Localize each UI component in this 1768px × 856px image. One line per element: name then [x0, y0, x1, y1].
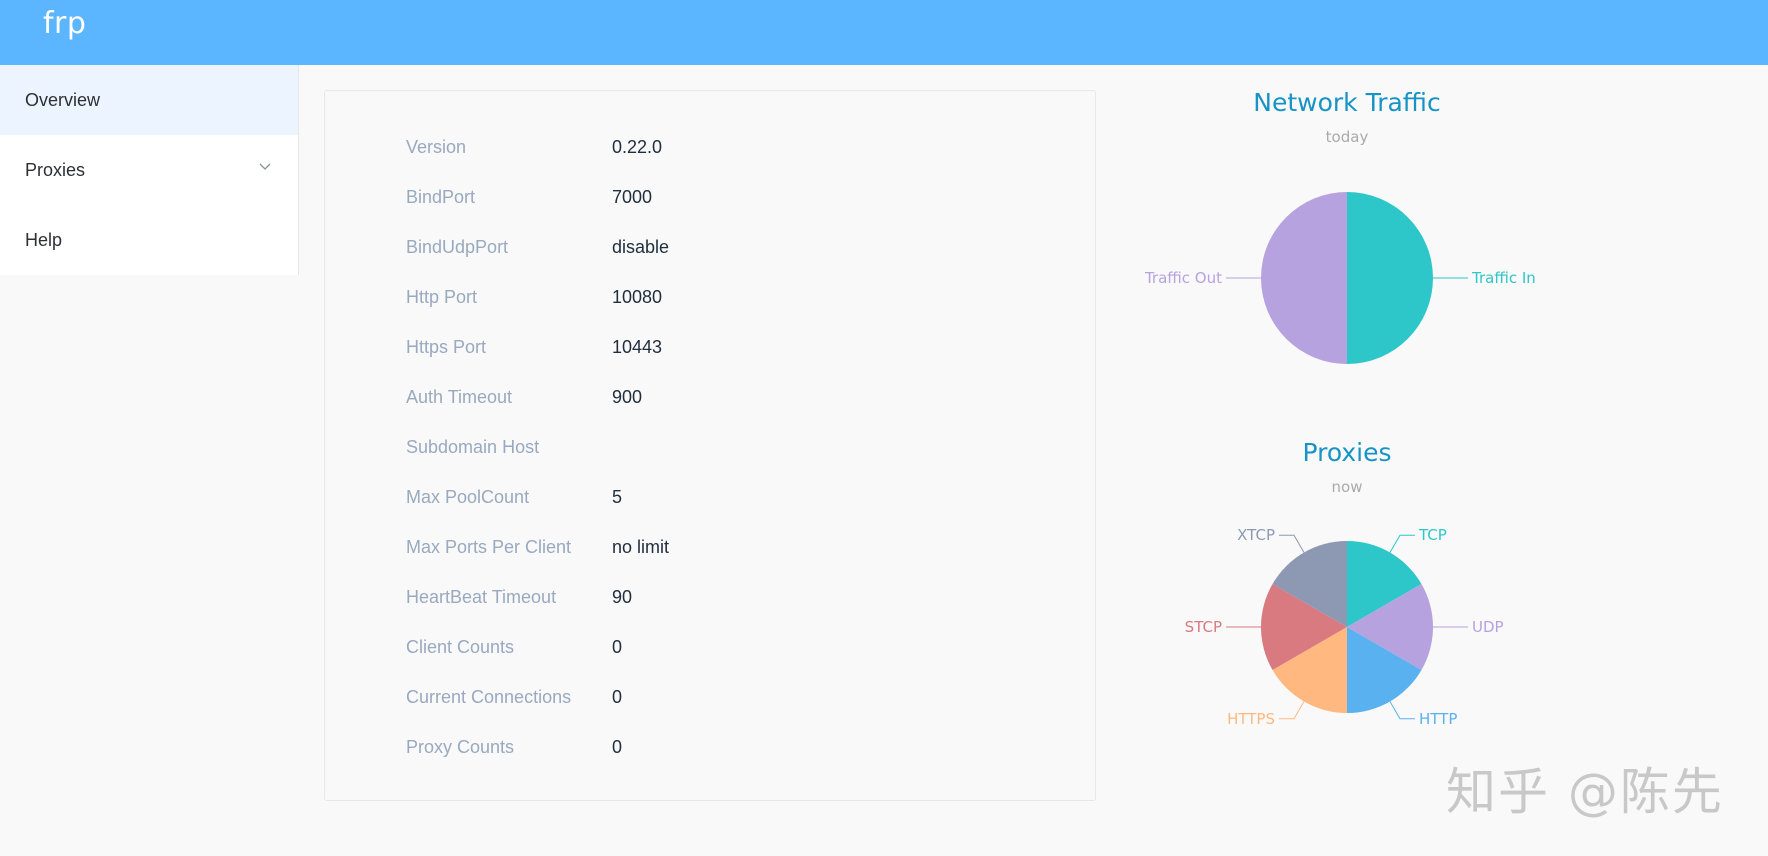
info-key: Max Ports Per Client	[406, 536, 572, 557]
info-row-bindport: BindPort 7000	[406, 172, 1006, 222]
info-row-proxy-counts: Proxy Counts 0	[406, 722, 1006, 772]
sidebar-item-proxies[interactable]: Proxies	[0, 135, 298, 205]
info-key: Https Port	[406, 336, 487, 357]
top-header-bar: frp	[0, 0, 1768, 65]
pie-label: HTTPS	[1227, 710, 1275, 728]
pie-label: XTCP	[1237, 526, 1275, 544]
info-key: BindUdpPort	[406, 236, 509, 257]
chevron-down-icon	[259, 163, 271, 170]
info-value: 5	[612, 486, 623, 507]
pie-slice-xtcp[interactable]	[1272, 541, 1347, 627]
pie-label-line	[1279, 701, 1305, 720]
brand-logo[interactable]: frp	[43, 6, 87, 41]
proxies-chart-subtitle: now	[1331, 478, 1363, 496]
traffic-chart-subtitle: today	[1325, 128, 1369, 146]
pie-label: TCP	[1418, 526, 1447, 544]
pie-slice-stcp[interactable]	[1261, 584, 1347, 670]
pie-slice-tcp[interactable]	[1347, 541, 1422, 627]
pie-slice-udp[interactable]	[1347, 584, 1433, 670]
pie-label: UDP	[1472, 618, 1504, 636]
info-row-auth-timeout: Auth Timeout 900	[406, 372, 1006, 422]
info-key: Client Counts	[406, 636, 515, 657]
traffic-chart-title: Network Traffic	[1253, 88, 1441, 117]
info-value: 90	[612, 586, 633, 607]
pie-label: Traffic Out	[1144, 269, 1222, 287]
pie-slice-https[interactable]	[1272, 627, 1347, 713]
info-value: 0.22.0	[612, 136, 663, 157]
sidebar-menu: Overview Proxies Help	[0, 65, 299, 275]
sidebar-item-label: Help	[25, 229, 63, 250]
info-value: 900	[612, 386, 643, 407]
info-row-version: Version 0.22.0	[406, 122, 1006, 172]
proxies-chart-title: Proxies	[1302, 438, 1392, 467]
proxies-pie-chart: TCP UDP HTTP HTTPS STCP XTCP	[1185, 526, 1504, 728]
info-value: 0	[612, 736, 623, 757]
sidebar-item-help[interactable]: Help	[0, 205, 298, 275]
watermark-text: 知乎 @陈先	[1446, 763, 1724, 821]
info-key: BindPort	[406, 186, 476, 207]
info-row-max-ports-per-client: Max Ports Per Client no limit	[406, 522, 1006, 572]
info-row-max-poolcount: Max PoolCount 5	[406, 472, 1006, 522]
pie-label: HTTP	[1419, 710, 1457, 728]
sidebar-item-label: Overview	[25, 89, 101, 110]
info-key: Proxy Counts	[406, 736, 515, 757]
info-value: 7000	[612, 186, 653, 207]
sidebar-item-label: Proxies	[25, 159, 86, 180]
info-key: HeartBeat Timeout	[406, 586, 557, 607]
pie-label-line	[1279, 534, 1305, 553]
traffic-pie-chart: Traffic In Traffic Out	[1144, 192, 1536, 364]
info-key: Auth Timeout	[406, 386, 513, 407]
server-info-card: Version 0.22.0 BindPort 7000 BindUdpPort…	[324, 90, 1096, 801]
pie-slice-traffic-out[interactable]	[1261, 192, 1347, 364]
info-row-http-port: Http Port 10080	[406, 272, 1006, 322]
pie-slice-traffic-in[interactable]	[1347, 192, 1433, 364]
info-row-subdomain-host: Subdomain Host	[406, 422, 1006, 472]
info-value: 0	[612, 636, 623, 657]
info-key: Max PoolCount	[406, 486, 530, 507]
info-row-bindudpport: BindUdpPort disable	[406, 222, 1006, 272]
info-key: Version	[406, 136, 467, 157]
info-value: 10080	[612, 286, 663, 307]
info-value: disable	[612, 236, 670, 257]
info-row-https-port: Https Port 10443	[406, 322, 1006, 372]
info-key: Current Connections	[406, 686, 572, 707]
pie-label: STCP	[1185, 618, 1222, 636]
pie-label-line	[1389, 534, 1415, 553]
info-row-current-connections: Current Connections 0	[406, 672, 1006, 722]
info-value: 10443	[612, 336, 663, 357]
pie-slice-http[interactable]	[1347, 627, 1422, 713]
pie-label-line	[1389, 701, 1415, 720]
sidebar-item-overview[interactable]: Overview	[0, 65, 298, 135]
info-row-client-counts: Client Counts 0	[406, 622, 1006, 672]
pie-label: Traffic In	[1471, 269, 1536, 287]
info-key: Subdomain Host	[406, 436, 540, 457]
info-row-heartbeat-timeout: HeartBeat Timeout 90	[406, 572, 1006, 622]
info-key: Http Port	[406, 286, 478, 307]
info-value: no limit	[612, 536, 670, 557]
info-value: 0	[612, 686, 623, 707]
